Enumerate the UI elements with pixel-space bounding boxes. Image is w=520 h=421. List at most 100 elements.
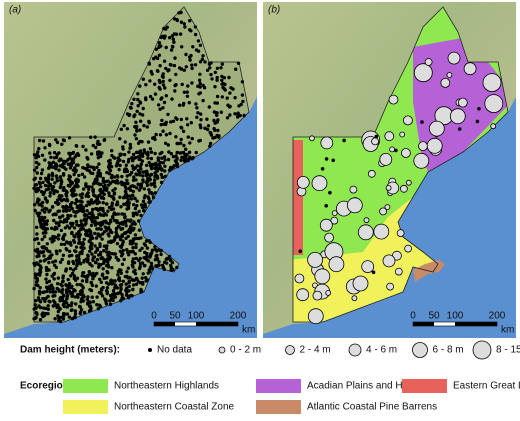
dam-dot: [98, 242, 102, 246]
dam-dot: [67, 285, 71, 290]
dam-dot: [70, 200, 74, 205]
dam-dot: [38, 305, 43, 310]
dam-dot: [146, 156, 150, 160]
dam-dot: [159, 35, 163, 40]
dam-dot: [193, 32, 198, 37]
dam-dot: [194, 102, 198, 106]
dam-dot: [43, 196, 48, 200]
dam-dot: [75, 259, 79, 263]
dam-dot: [236, 115, 240, 119]
dam-dot: [237, 104, 241, 108]
dam-dot: [161, 161, 165, 165]
dam-dot: [65, 288, 69, 292]
dam-dot: [38, 318, 43, 322]
dam-dot: [78, 251, 82, 255]
dam-dot: [46, 307, 50, 311]
dam-dot: [129, 218, 133, 222]
dam-dot: [136, 168, 140, 173]
dam-dot: [42, 259, 46, 263]
dam-dot: [128, 275, 132, 280]
dam-dot: [53, 290, 58, 294]
dam-circle: [371, 137, 379, 146]
dam-dot: [112, 191, 117, 195]
dam-dot: [113, 286, 117, 290]
dam-dot: [184, 65, 188, 69]
dam-dot: [149, 264, 154, 268]
dam-dot: [136, 97, 140, 102]
dam-dot: [158, 64, 162, 68]
dam-dot: [180, 82, 184, 87]
dam-dot: [177, 103, 182, 107]
dam-dot: [163, 174, 168, 178]
dam-dot: [70, 180, 74, 185]
dam-dot: [58, 175, 63, 179]
dam-dot: [142, 242, 147, 246]
dam-dot: [153, 92, 158, 96]
dam-dot: [50, 177, 54, 181]
dam-dot: [172, 40, 176, 44]
dam-no-data: [328, 190, 332, 195]
dam-dot: [119, 127, 124, 131]
dam-dot: [45, 200, 49, 204]
panel-label: (b): [268, 5, 280, 16]
dam-dot: [158, 152, 162, 156]
dam-dot: [79, 308, 84, 312]
dam-dot: [97, 168, 101, 173]
dam-dot: [71, 259, 75, 264]
dam-dot: [52, 303, 56, 308]
dam-dot: [72, 274, 77, 278]
dam-dot: [78, 311, 83, 316]
dam-dot: [163, 158, 167, 162]
dam-dot: [126, 266, 130, 270]
dam-dot: [43, 158, 47, 162]
dam-dot: [180, 45, 184, 49]
dam-dot: [189, 121, 193, 125]
dam-dot: [233, 112, 237, 116]
dam-dot: [148, 147, 153, 151]
dam-circle: [447, 51, 461, 65]
scale-label: 50: [169, 311, 181, 322]
dam-dot: [65, 217, 69, 221]
dam-dot: [198, 81, 202, 86]
dam-dot: [125, 127, 130, 131]
legend-label: 6 - 8 m: [433, 345, 464, 356]
dam-dot: [157, 78, 161, 83]
dam-dot: [67, 282, 72, 286]
dam-dot: [135, 129, 139, 133]
dam-dot: [56, 237, 61, 241]
dam-circle: [361, 260, 375, 274]
dam-dot: [50, 253, 54, 257]
dam-dot: [91, 271, 95, 276]
dam-dot: [69, 214, 73, 218]
dam-dot: [47, 173, 51, 177]
dam-dot: [109, 278, 113, 282]
dam-dot: [167, 150, 171, 154]
dam-dot: [144, 163, 149, 168]
dam-dot: [115, 286, 120, 290]
dam-circle: [396, 229, 405, 238]
dam-dot: [68, 166, 73, 170]
dam-dot: [54, 162, 58, 167]
dam-dot: [106, 253, 110, 257]
dam-dot: [82, 175, 87, 179]
dam-dot: [180, 155, 184, 159]
dam-dot: [95, 215, 100, 220]
dam-dot: [97, 162, 101, 166]
dam-dot: [197, 139, 201, 143]
dam-dot: [148, 200, 152, 204]
dam-dot: [161, 83, 166, 87]
dam-dot: [56, 198, 60, 202]
dam-dot: [166, 143, 170, 147]
dam-dot: [38, 300, 43, 304]
dam-dot: [104, 302, 109, 306]
dam-dot: [185, 94, 190, 99]
dam-dot: [61, 173, 66, 177]
dam-circle: [330, 216, 339, 225]
dam-dot: [32, 153, 37, 157]
dam-dot: [240, 80, 245, 84]
dam-dot: [69, 274, 73, 278]
dam-dot: [179, 20, 184, 24]
dam-dot: [121, 196, 126, 200]
dam-dot: [149, 261, 154, 265]
dam-dot: [57, 168, 61, 172]
